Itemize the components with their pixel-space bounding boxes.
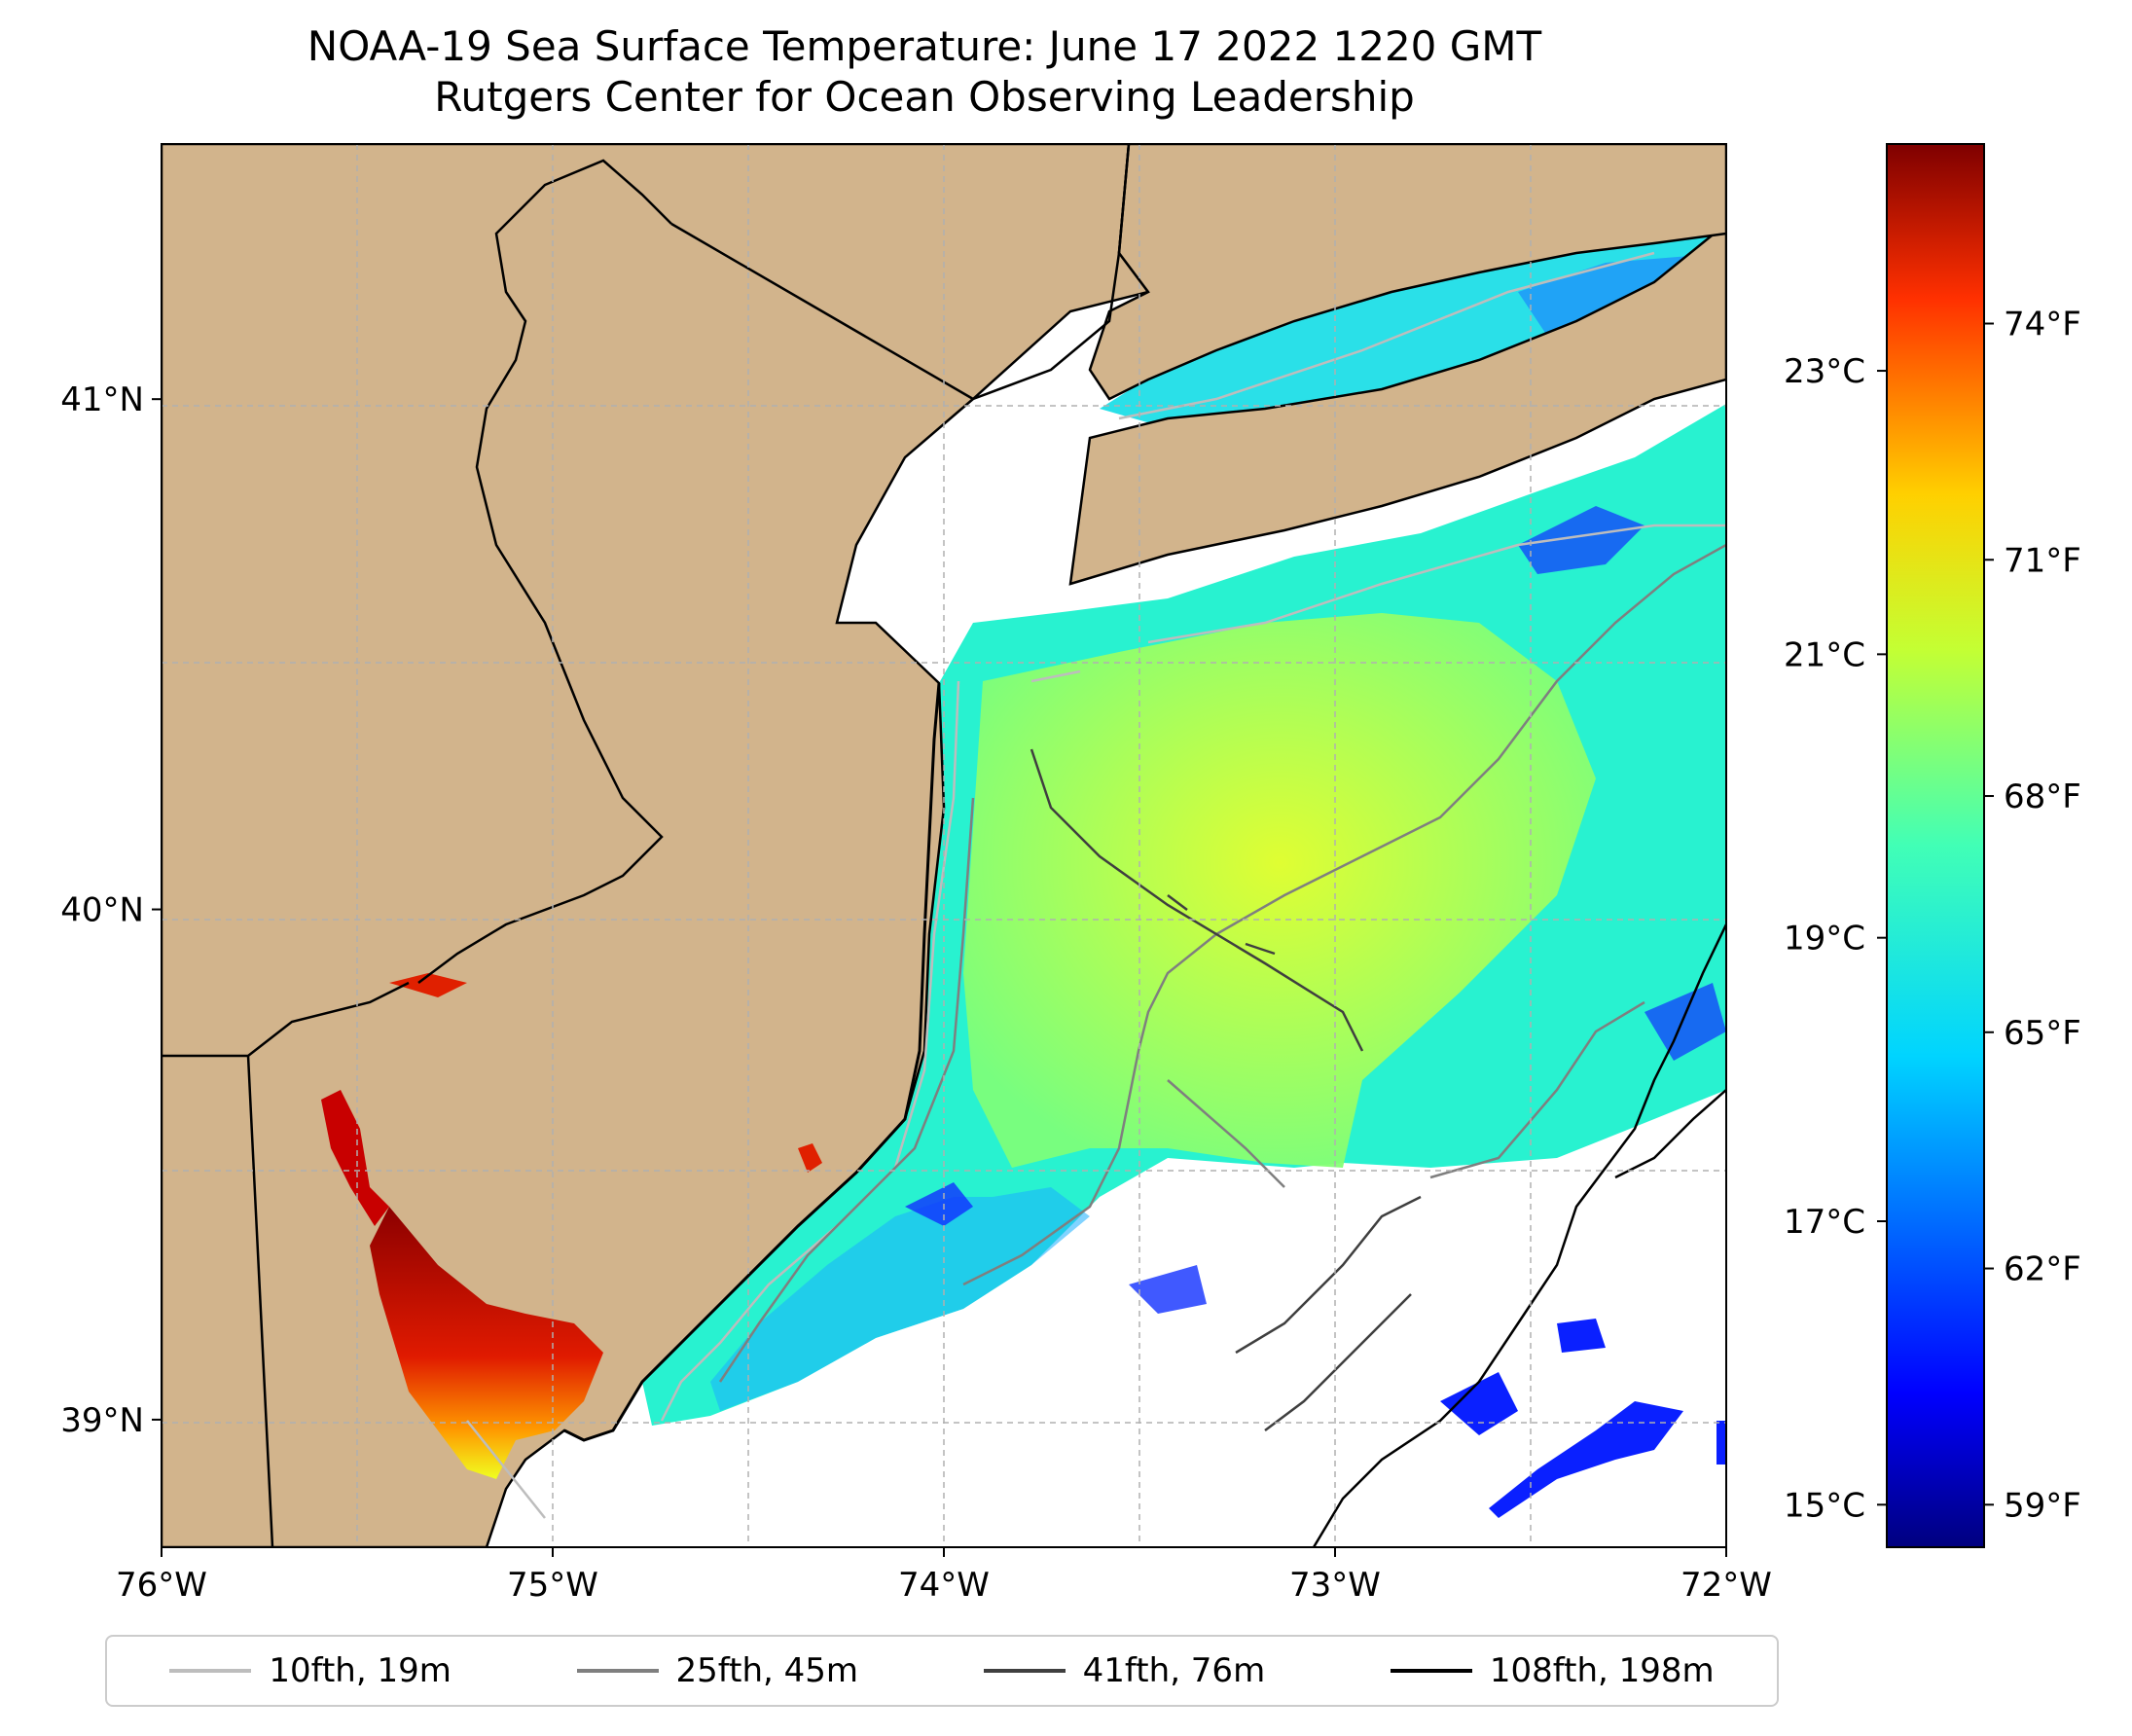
cbar-f-label: 68°F <box>2004 778 2081 816</box>
title-line-1: NOAA-19 Sea Surface Temperature: June 17… <box>307 22 1542 70</box>
sst-blue-patch <box>905 1182 973 1226</box>
nj-boundary <box>417 159 672 984</box>
y-axis: 41°N 40°N 39°N <box>60 380 162 1440</box>
y-tick-label: 41°N <box>60 380 144 419</box>
x-tick-label: 76°W <box>116 1566 207 1605</box>
sst-blue-patch <box>1644 983 1726 1061</box>
legend-line-108fth <box>1390 1669 1472 1673</box>
contour-25fth <box>718 543 1726 1383</box>
legend-label-25fth: 25fth, 45m <box>675 1651 859 1690</box>
legend-item-10fth: 10fth, 19m <box>169 1651 452 1690</box>
land-long-island <box>1068 144 1726 586</box>
legend-line-41fth <box>983 1669 1066 1673</box>
sst-blue-patch <box>1129 1265 1207 1314</box>
cbar-c-label: 15°C <box>1784 1486 1865 1525</box>
coastline <box>563 682 941 1442</box>
colorbar-fahrenheit-axis: 74°F 71°F 68°F 65°F 62°F 59°F <box>1984 305 2081 1525</box>
x-axis: 76°W 75°W 74°W 73°W 72°W <box>116 1547 1772 1605</box>
sst-coastal-warm <box>798 1143 822 1173</box>
sst-delaware-bay <box>370 1207 603 1479</box>
contour-41fth <box>1030 748 1422 1431</box>
state-border <box>670 144 1131 401</box>
y-tick-label: 40°N <box>60 891 144 930</box>
colorbar: 23°C 21°C 19°C 17°C 15°C 74°F 71°F 68°F 65°F 62°… <box>1784 143 2081 1548</box>
map-panel <box>162 144 1726 1547</box>
sst-offshore-patch <box>1440 1372 1518 1435</box>
depth-legend: 10fth, 19m 25fth, 45m 41fth, 76m 108fth,… <box>105 1635 1779 1707</box>
y-tick-label: 39°N <box>60 1401 144 1440</box>
legend-item-25fth: 25fth, 45m <box>576 1651 859 1690</box>
cbar-f-label: 65°F <box>2004 1014 2081 1053</box>
sst-offshore-patch <box>1557 1319 1606 1353</box>
x-tick-label: 75°W <box>507 1566 598 1605</box>
sst-offshore-patch <box>1489 1401 1683 1518</box>
legend-label-108fth: 108fth, 198m <box>1489 1651 1715 1690</box>
colorbar-celsius-axis: 23°C 21°C 19°C 17°C 15°C <box>1784 352 1887 1525</box>
cbar-c-label: 21°C <box>1784 635 1865 674</box>
cbar-c-label: 23°C <box>1784 352 1865 391</box>
title-line-2: Rutgers Center for Ocean Observing Leade… <box>434 73 1415 121</box>
legend-line-25fth <box>576 1669 659 1673</box>
sst-offshore-patch <box>1716 1421 1726 1465</box>
cbar-f-label: 59°F <box>2004 1486 2081 1525</box>
cbar-f-label: 74°F <box>2004 305 2081 344</box>
land-new-england <box>1088 144 1726 401</box>
state-border <box>162 981 410 1547</box>
grid-lines <box>162 144 1726 1547</box>
colorbar-gradient <box>1886 143 1985 1548</box>
cbar-f-label: 71°F <box>2004 541 2081 580</box>
legend-line-10fth <box>169 1669 252 1673</box>
legend-item-108fth: 108fth, 198m <box>1390 1651 1715 1690</box>
sst-warm-core <box>963 613 1596 1168</box>
x-tick-label: 72°W <box>1680 1566 1772 1605</box>
legend-label-10fth: 10fth, 19m <box>269 1651 452 1690</box>
legend-item-41fth: 41fth, 76m <box>983 1651 1266 1690</box>
cbar-c-label: 19°C <box>1784 920 1865 958</box>
sst-blue-patch <box>1518 506 1644 574</box>
contour-108fth <box>1312 923 1726 1547</box>
sst-cool-band <box>710 1187 1090 1411</box>
cbar-f-label: 62°F <box>2004 1250 2081 1289</box>
x-tick-label: 73°W <box>1289 1566 1381 1605</box>
legend-label-41fth: 41fth, 76m <box>1082 1651 1266 1690</box>
land-mass <box>162 144 1151 1547</box>
sst-coastal-warm <box>389 973 467 997</box>
cbar-c-label: 17°C <box>1784 1203 1865 1242</box>
sst-delaware-river <box>321 1090 389 1226</box>
x-tick-label: 74°W <box>898 1566 990 1605</box>
map-title: NOAA-19 Sea Surface Temperature: June 17… <box>0 21 1849 123</box>
